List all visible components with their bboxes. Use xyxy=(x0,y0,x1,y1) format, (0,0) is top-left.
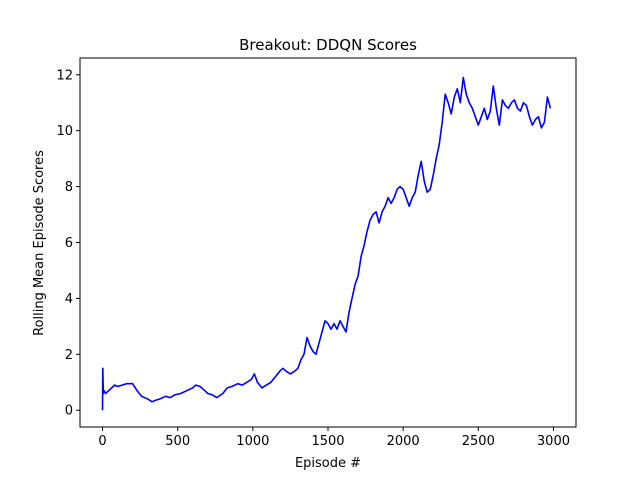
x-tick-label-4: 2000 xyxy=(387,434,420,449)
x-tick-label-6: 3000 xyxy=(537,434,570,449)
x-tick-label-5: 2500 xyxy=(462,434,495,449)
x-tick-label-3: 1500 xyxy=(311,434,344,449)
series-layer xyxy=(101,76,552,411)
y-tick-label-4: 8 xyxy=(65,180,73,195)
x-tick-label-0: 0 xyxy=(98,434,106,449)
y-axis-label: Rolling Mean Episode Scores xyxy=(32,150,47,336)
x-tick-label-2: 1000 xyxy=(236,434,269,449)
x-tick-label-1: 500 xyxy=(165,434,190,449)
x-axis: 0 500 1000 1500 2000 2500 3000 xyxy=(98,427,570,449)
y-tick-label-2: 4 xyxy=(65,292,73,307)
series-line-0 xyxy=(101,76,552,411)
x-axis-label: Episode # xyxy=(295,456,361,471)
y-tick-label-1: 2 xyxy=(65,348,73,363)
chart-title: Breakout: DDQN Scores xyxy=(239,36,417,54)
y-axis: 0 2 4 6 8 10 12 xyxy=(56,68,80,419)
y-tick-label-5: 10 xyxy=(56,124,73,139)
y-tick-label-0: 0 xyxy=(65,404,73,419)
y-tick-label-3: 6 xyxy=(65,236,73,251)
y-tick-label-6: 12 xyxy=(56,68,73,83)
